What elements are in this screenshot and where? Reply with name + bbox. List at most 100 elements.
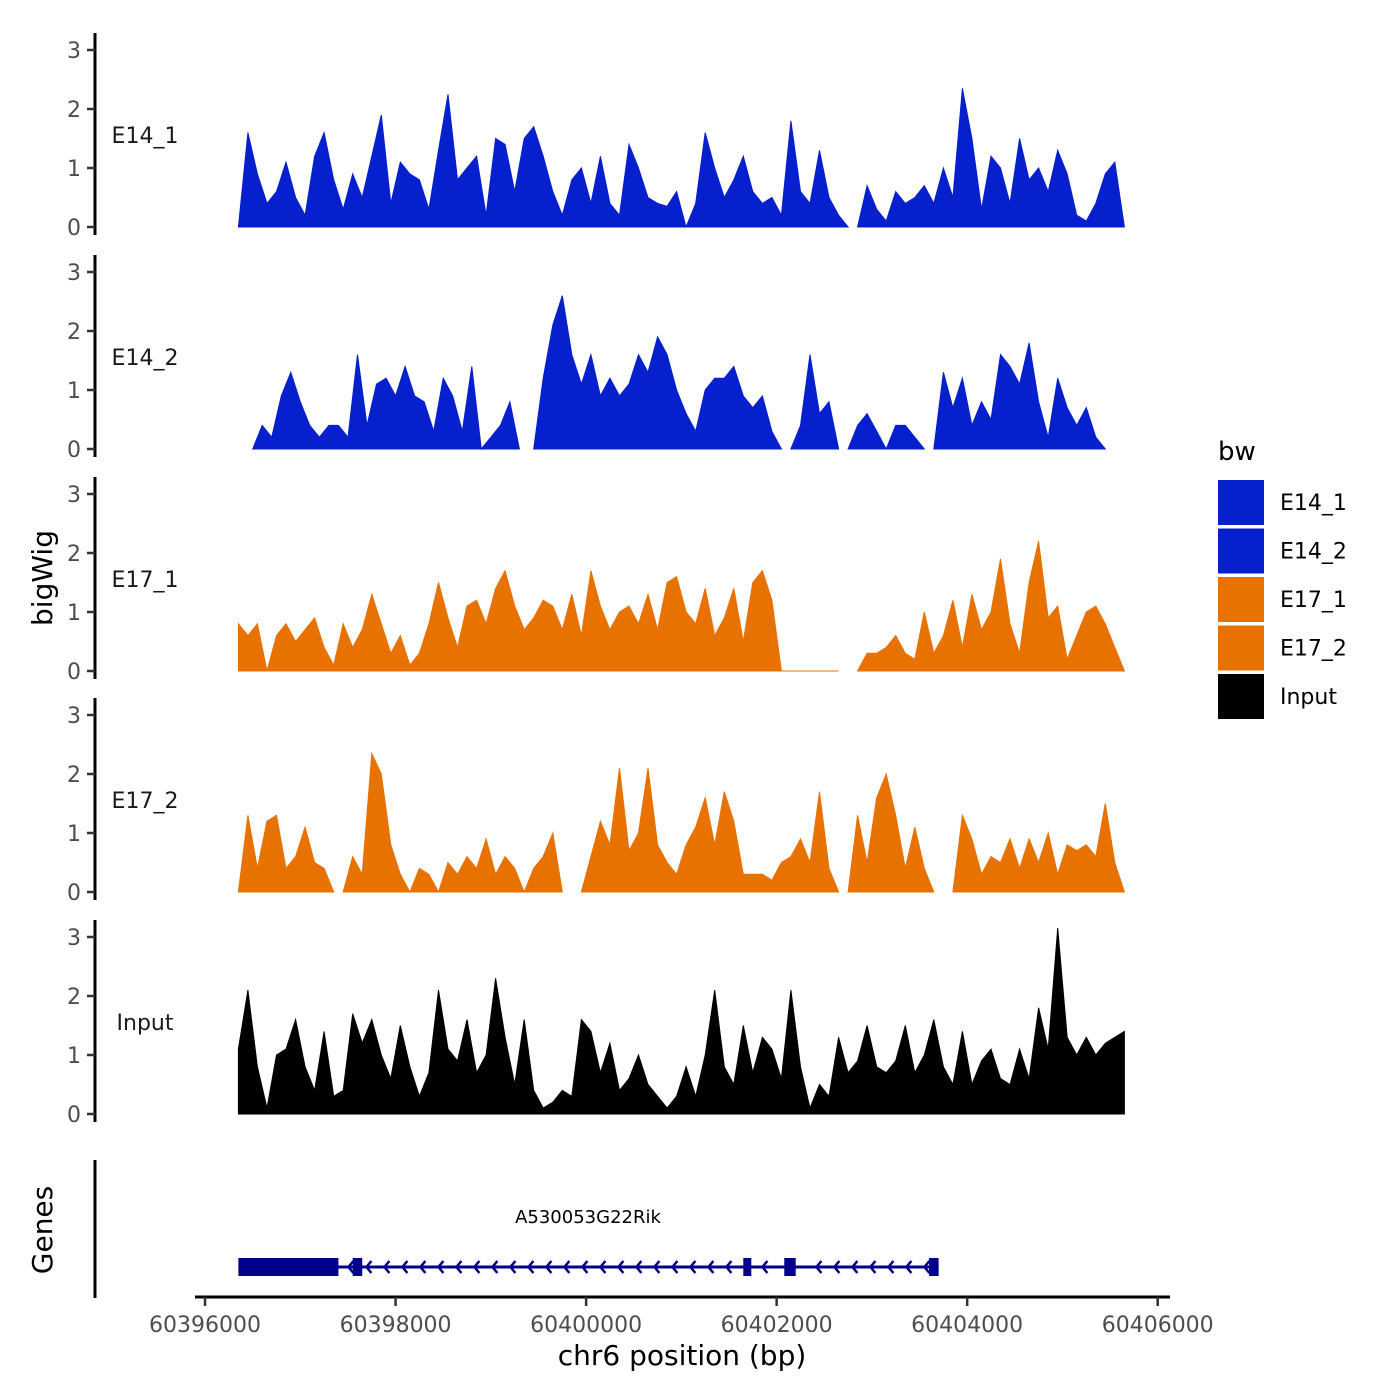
- strand-chevron: [598, 1260, 607, 1274]
- strand-chevron: [526, 1260, 535, 1274]
- strand-chevron: [490, 1260, 499, 1274]
- strand-chevron: [364, 1260, 373, 1274]
- signal-area-E14_2: [933, 342, 1107, 450]
- track-label: E14_2: [112, 346, 179, 371]
- y-tick-label: 0: [67, 438, 81, 463]
- x-axis: 60396000 60398000 60400000 60402000 60404000…: [149, 1295, 1214, 1338]
- y-tick-label: 3: [67, 483, 81, 508]
- x-tick-label: 60396000: [149, 1313, 261, 1338]
- strand-chevron: [508, 1260, 517, 1274]
- y-tick-label: 2: [67, 320, 81, 345]
- strand-chevron: [670, 1260, 679, 1274]
- y-tick-label: 0: [67, 660, 81, 685]
- strand-chevron: [382, 1260, 391, 1274]
- strand-chevron: [436, 1260, 445, 1274]
- track-label: Input: [117, 1011, 174, 1036]
- legend-label-E14_1: E14_1: [1280, 491, 1347, 516]
- y-tick-label: 2: [67, 542, 81, 567]
- strand-chevron: [346, 1260, 355, 1274]
- strand-chevron: [706, 1260, 715, 1274]
- gene-exon: [238, 1258, 339, 1276]
- legend-swatch-E14_2: [1218, 528, 1264, 574]
- y-tick-label: 0: [67, 881, 81, 906]
- signal-area-E17_2: [523, 831, 563, 893]
- strand-chevron: [454, 1260, 463, 1274]
- y-axis-title: bigWig: [26, 530, 59, 626]
- legend-swatch-Input: [1218, 674, 1264, 719]
- strand-chevron: [688, 1260, 697, 1274]
- y-tick-label: 0: [67, 1103, 81, 1128]
- strand-chevron: [868, 1260, 877, 1274]
- signal-area-E14_1: [237, 94, 687, 228]
- signal-area-E17_2: [847, 772, 935, 893]
- signal-area-E14_1: [856, 88, 1125, 228]
- x-tick-label: 60398000: [340, 1313, 452, 1338]
- signal-area-E14_1: [685, 120, 850, 228]
- y-tick-label: 3: [67, 39, 81, 64]
- legend-label-E14_2: E14_2: [1280, 540, 1347, 565]
- gene-exon: [929, 1258, 939, 1276]
- x-tick-label: 60400000: [530, 1313, 642, 1338]
- gene-exon: [743, 1258, 752, 1276]
- strand-chevron: [418, 1260, 427, 1274]
- strand-chevron: [760, 1260, 769, 1274]
- strand-chevron: [850, 1260, 859, 1274]
- gene-exon: [784, 1258, 796, 1276]
- strand-chevron: [886, 1260, 895, 1274]
- y-tick-label: 3: [67, 261, 81, 286]
- signal-area-E17_2: [409, 867, 440, 893]
- genes-panel: A530053G22Rik: [93, 1160, 939, 1298]
- legend-swatch-E17_1: [1218, 577, 1264, 622]
- strand-chevron: [472, 1260, 481, 1274]
- strand-chevron: [814, 1260, 823, 1274]
- signal-area-E14_2: [790, 354, 840, 450]
- legend-label-Input: Input: [1280, 685, 1337, 710]
- y-tick-label: 0: [67, 216, 81, 241]
- track-E14_2: 0 1 2 3 E14_2: [67, 255, 1107, 463]
- legend-label-E17_1: E17_1: [1280, 588, 1347, 613]
- strand-chevron: [634, 1260, 643, 1274]
- y-tick-label: 2: [67, 763, 81, 788]
- signal-area-E14_2: [533, 295, 783, 450]
- legend: bw E14_1 E14_2 E17_1 E17_2 Input: [1218, 437, 1347, 719]
- strand-chevron: [724, 1260, 733, 1274]
- bigwig-tracks: 0 1 2 3 E14_1 0 1 2 3 E14_2 0 1 2 3 E17_1 0 1 2 3 E17_2 0 1 2 3…: [67, 33, 1126, 1128]
- signal-area-E17_2: [237, 814, 335, 893]
- y-tick-label: 1: [67, 822, 81, 847]
- strand-chevron: [562, 1260, 571, 1274]
- gene-name-label: A530053G22Rik: [515, 1207, 661, 1228]
- track-label: E17_1: [112, 568, 179, 593]
- x-axis-title: chr6 position (bp): [558, 1339, 807, 1372]
- signal-area-E17_2: [952, 803, 1126, 893]
- y-tick-label: 3: [67, 704, 81, 729]
- y-tick-label: 2: [67, 98, 81, 123]
- strand-chevron: [580, 1260, 589, 1274]
- y-tick-label: 2: [67, 985, 81, 1010]
- strand-chevron: [616, 1260, 625, 1274]
- legend-swatch-E17_2: [1218, 625, 1264, 671]
- track-Input: 0 1 2 3 Input: [67, 920, 1125, 1128]
- legend-label-E17_2: E17_2: [1280, 637, 1347, 662]
- legend-swatch-E14_1: [1218, 480, 1264, 525]
- strand-chevron: [904, 1260, 913, 1274]
- track-label: E17_2: [112, 789, 179, 814]
- y-tick-label: 3: [67, 926, 81, 951]
- track-E17_1: 0 1 2 3 E17_1: [67, 477, 1126, 685]
- x-tick-label: 60402000: [721, 1313, 833, 1338]
- track-label: E14_1: [112, 124, 179, 149]
- y-tick-label: 1: [67, 157, 81, 182]
- signal-area-E17_1: [266, 569, 839, 672]
- y-tick-label: 1: [67, 379, 81, 404]
- y-tick-label: 1: [67, 1044, 81, 1069]
- signal-area-E17_2: [580, 768, 840, 893]
- y-tick-label: 1: [67, 601, 81, 626]
- track-E17_2: 0 1 2 3 E17_2: [67, 698, 1126, 906]
- signal-area-Input: [237, 928, 1125, 1115]
- signal-area-E14_2: [885, 424, 926, 450]
- x-tick-label: 60406000: [1102, 1313, 1214, 1338]
- strand-chevron: [652, 1260, 661, 1274]
- signal-area-E14_2: [251, 354, 521, 451]
- track-E14_1: 0 1 2 3 E14_1: [67, 33, 1125, 241]
- x-tick-label: 60404000: [911, 1313, 1023, 1338]
